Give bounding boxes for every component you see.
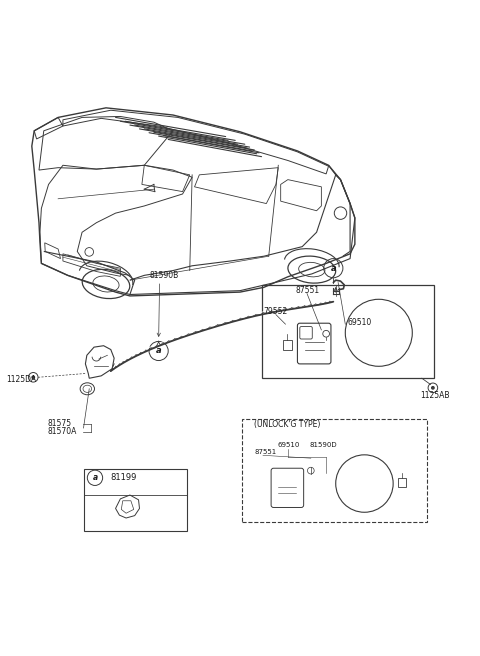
Text: 87551: 87551 — [295, 285, 319, 295]
Text: 1125DA: 1125DA — [6, 375, 36, 384]
Circle shape — [431, 386, 435, 390]
Bar — [262, 285, 434, 379]
Text: 69510: 69510 — [348, 318, 372, 327]
Text: a: a — [93, 474, 97, 482]
Text: a: a — [331, 264, 336, 273]
Text: (UNLOCK'G TYPE): (UNLOCK'G TYPE) — [254, 419, 321, 428]
Text: 69510: 69510 — [277, 441, 300, 447]
Text: 81590B: 81590B — [149, 271, 178, 279]
Text: 79552: 79552 — [264, 306, 288, 316]
Bar — [242, 419, 427, 522]
Bar — [283, 340, 292, 350]
Text: 87551: 87551 — [254, 449, 276, 455]
Text: a: a — [156, 346, 161, 356]
Text: 1125AB: 1125AB — [420, 392, 450, 400]
Circle shape — [31, 375, 35, 379]
Text: 81590D: 81590D — [310, 441, 337, 447]
Bar — [398, 478, 406, 487]
Bar — [84, 469, 187, 531]
Text: 81575: 81575 — [48, 419, 72, 428]
Text: 81199: 81199 — [111, 474, 137, 482]
Text: 81570A: 81570A — [48, 427, 77, 436]
